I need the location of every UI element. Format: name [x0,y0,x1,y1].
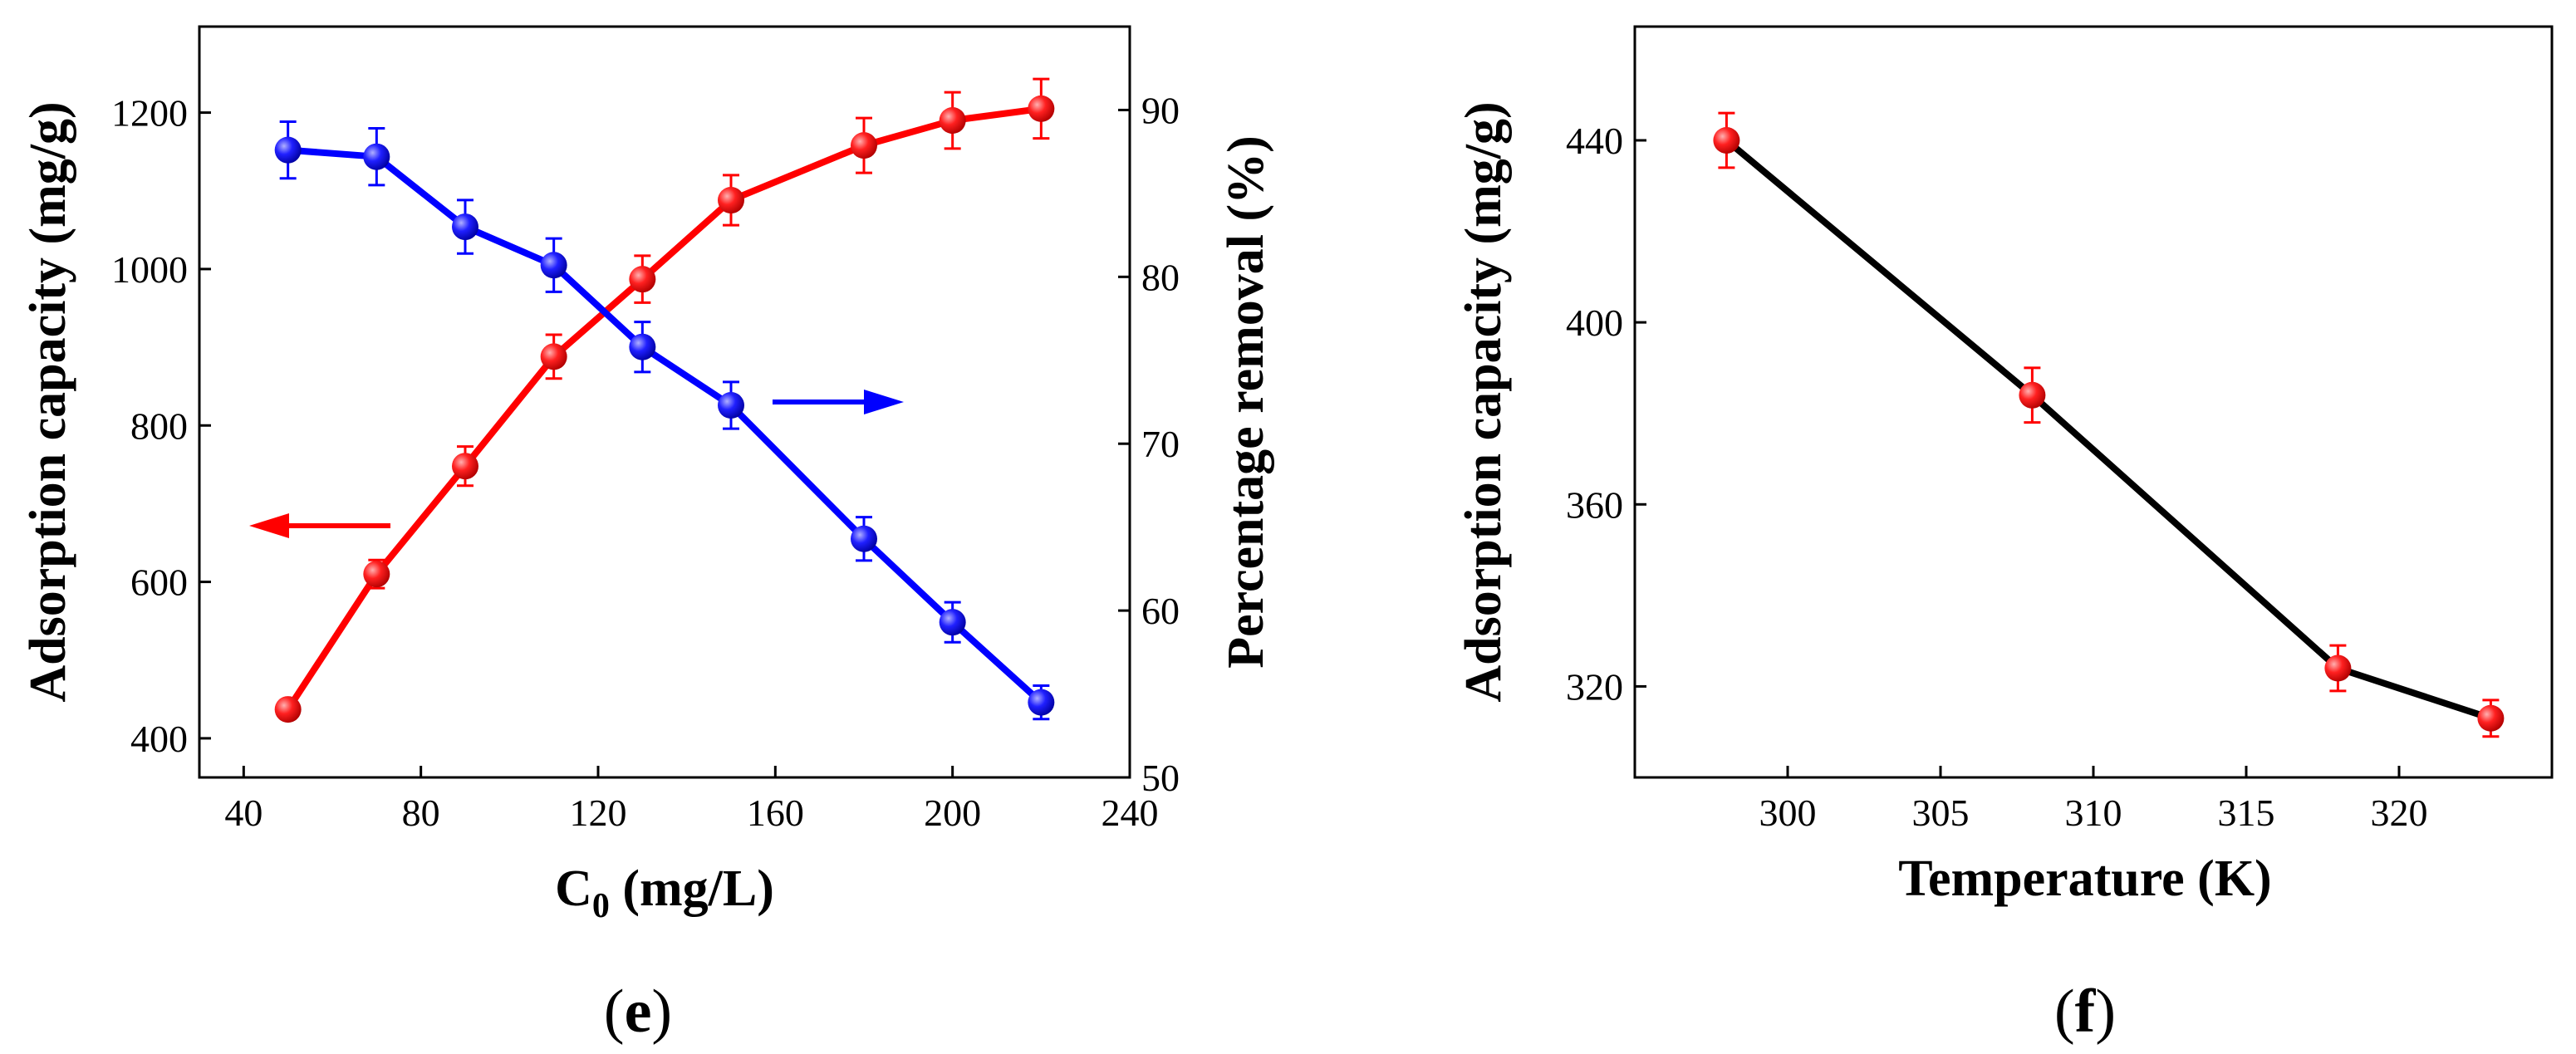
chart-e-panel-label: (e) [604,978,672,1046]
chart-f-xtick-label: 320 [2371,792,2428,834]
chart-e-y2tick-label: 90 [1141,89,1180,131]
chart-f-series-capacity-point [2019,381,2046,409]
chart-f-xtick-label: 315 [2218,792,2275,834]
chart-e-series-removal-point [540,252,567,279]
chart-f-plot-frame [1633,25,2554,779]
chart-f: 300 305 310 315 320 320 360 400 440 Adsorption c… [1455,25,2554,1046]
chart-f-series-capacity-point [1713,126,1740,154]
chart-e-plot-frame [198,25,1131,779]
chart-e-ytick-label: 1000 [111,248,188,291]
chart-e-ytick-label: 800 [130,404,188,447]
chart-e-xlabel: C0 (mg/L) [555,860,774,925]
chart-e-xtick-label: 40 [224,792,263,834]
chart-e-series-capacity-point [851,132,877,159]
chart-f-series-capacity-point [2477,704,2505,732]
chart-f-ytick-label: 400 [1566,301,1623,344]
chart-f-ytick-label: 320 [1566,665,1623,708]
chart-e-ytick-label: 1200 [111,92,188,135]
chart-e-series-removal-point [274,136,302,164]
chart-f-series [1713,111,2505,738]
chart-f-ytick-label: 360 [1566,483,1623,526]
chart-e-panel-letter: e [625,978,652,1046]
chart-e-arrows [249,390,904,538]
chart-e-series-capacity-point [1028,95,1055,122]
chart-f-xlabel: Temperature (K) [1898,851,2271,907]
chart-f-xtick-label: 305 [1912,792,1970,834]
chart-e-series-capacity-point [939,107,966,134]
chart-f-ylabel: Adsorption capacity (mg/g) [1455,101,1512,702]
chart-e-series-removal-point [1028,689,1055,716]
chart-e-ytick-label: 600 [130,561,188,604]
chart-e-series-capacity-line [285,105,1042,712]
chart-f-series-capacity-line [1724,137,2492,722]
chart-e-series-removal-point [363,143,390,170]
chart-e-series-removal-point [452,213,478,241]
chart-e-xtick-label: 160 [747,792,804,834]
chart-e-series-removal-point [939,609,966,636]
chart-e-xtick-label: 80 [402,792,440,834]
chart-e-xlabel-unit: (mg/L) [610,860,774,917]
chart-e-ticks: 40 80 120 160 200 240 400 600 800 1000 1200 50 60 70 8… [111,89,1180,834]
chart-e-series-removal-line [287,146,1044,705]
chart-e-series-removal-point [718,392,744,419]
chart-e-series-capacity-point [540,343,567,370]
chart-e-ylabel: Adsorption capacity (mg/g) [20,101,76,702]
chart-e-xlabel-main: C [555,860,592,917]
chart-f-ticks: 300 305 310 315 320 320 360 400 440 [1566,120,2428,834]
chart-e-ytick-label: 400 [130,718,188,760]
chart-f-panel-letter: f [2075,978,2097,1046]
chart-e-xtick-label: 200 [924,792,981,834]
chart-e-xtick-label: 120 [570,792,627,834]
chart-e-series-capacity-point [274,696,302,723]
chart-e-series [274,77,1055,723]
chart-e-xtick-label: 240 [1102,792,1159,834]
chart-e-y2label: Percentage removal (%) [1218,135,1274,669]
chart-f-xtick-label: 300 [1759,792,1817,834]
chart-e-xlabel-sub: 0 [592,887,610,925]
chart-e-series-capacity-point [629,266,656,293]
chart-e-series-capacity-point [452,453,478,480]
chart-e-series-capacity-point [363,561,390,588]
chart-f-series-capacity-point [2324,654,2352,682]
chart-e-arrow-right-head [864,390,904,414]
chart-f-panel-label: (f) [2054,978,2116,1046]
chart-e-y2tick-label: 80 [1141,256,1180,298]
chart-e-y2tick-label: 50 [1141,757,1180,799]
chart-e-y2tick-label: 70 [1141,423,1180,465]
chart-e-y2tick-label: 60 [1141,590,1180,632]
chart-e: 40 80 120 160 200 240400600800100012005060708… [20,25,1274,1046]
chart-f-ytick-label: 440 [1566,120,1623,162]
chart-e-series-removal-point [851,525,877,552]
chart-f-xtick-label: 310 [2065,792,2122,834]
chart-e-series-removal-point [629,333,656,360]
chart-e-series-capacity-point [718,187,744,214]
chart-e-arrow-left-head [249,513,289,538]
